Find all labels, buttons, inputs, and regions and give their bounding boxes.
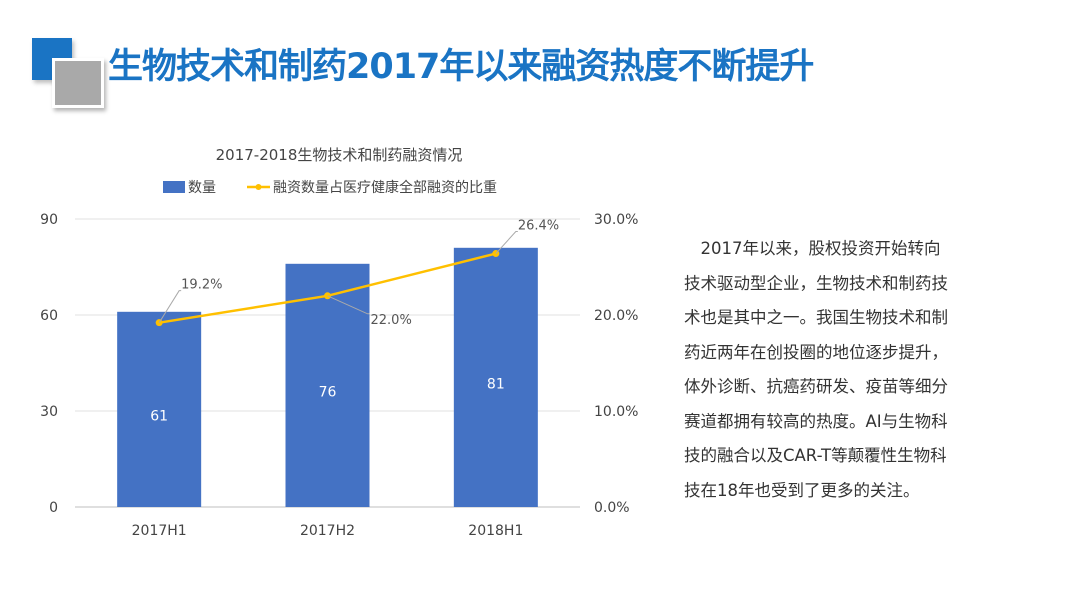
right-axis-tick: 10.0% — [594, 404, 638, 420]
data-label-leader — [495, 231, 518, 254]
data-label-leader — [158, 290, 182, 323]
bar-data-label: 76 — [319, 384, 337, 400]
paragraph-line: 2017年以来，股权投资开始转向 — [684, 239, 941, 258]
paragraph-line: 技在18年也受到了更多的关注。 — [684, 480, 920, 500]
left-axis-tick: 0 — [49, 500, 58, 516]
bar-data-label: 81 — [487, 376, 505, 392]
left-axis-tick: 60 — [40, 308, 58, 324]
line-data-label: 22.0% — [371, 313, 412, 328]
paragraph-line: 技的融合以及CAR-T等颠覆性生物科 — [684, 446, 947, 465]
left-axis-tick: 30 — [40, 404, 58, 420]
right-axis-tick: 20.0% — [594, 308, 638, 324]
chart-title: 2017-2018生物技术和制药融资情况 — [216, 146, 463, 164]
right-axis-tick: 30.0% — [594, 212, 638, 228]
paragraph-line: 技术驱动型企业，生物技术和制药技 — [684, 273, 948, 293]
x-axis-tick: 2018H1 — [468, 523, 523, 539]
paragraph-line: 药近两年在创投圈的地位逐步提升， — [684, 342, 948, 362]
legend-label-line: 融资数量占医疗健康全部融资的比重 — [273, 179, 497, 196]
x-axis-tick: 2017H2 — [300, 523, 355, 539]
line-data-label: 19.2% — [181, 278, 222, 293]
left-axis-tick: 90 — [40, 212, 58, 228]
title-decoration-gray — [52, 58, 104, 108]
bar — [453, 247, 538, 508]
legend-label-bar: 数量 — [188, 180, 216, 196]
data-label-leader — [327, 295, 370, 315]
x-axis-tick: 2017H1 — [132, 523, 187, 539]
line-data-label: 26.4% — [518, 219, 559, 234]
right-axis-tick: 0.0% — [594, 500, 630, 516]
page-title: 生物技术和制药2017年以来融资热度不断提升 — [108, 47, 814, 87]
legend-marker-line — [255, 184, 262, 190]
paragraph-line: 赛道都拥有较高的热度。AI与生物科 — [684, 411, 948, 431]
bar — [117, 311, 202, 507]
paragraph-line: 术也是其中之一。我国生物技术和制 — [684, 308, 948, 327]
paragraph-line: 体外诊断、抗癌药研发、疫苗等细分 — [684, 377, 948, 396]
legend-swatch-bar — [163, 181, 185, 193]
bar-data-label: 61 — [150, 408, 168, 424]
bar — [285, 263, 370, 507]
description-paragraph: 2017年以来，股权投资开始转向 技术驱动型企业，生物技术和制药技 术也是其中之一。… — [684, 232, 994, 508]
